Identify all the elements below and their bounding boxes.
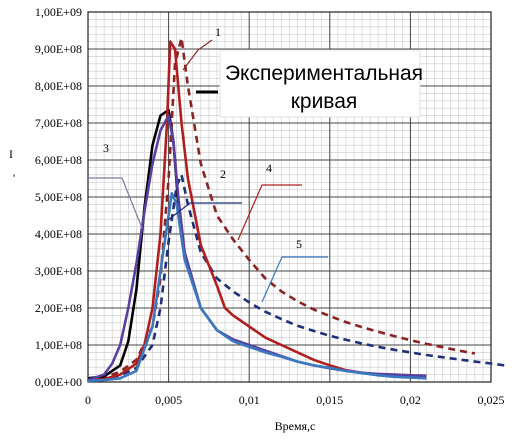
callout-number: 1 — [215, 25, 221, 39]
y-tick-label: 8,00E+08 — [35, 79, 82, 93]
axes — [87, 11, 492, 383]
series-line-2 — [87, 173, 508, 382]
callout-number: 4 — [266, 161, 272, 175]
x-tick-label: 0,02 — [400, 393, 421, 407]
x-tick-label: 0,005 — [155, 393, 182, 407]
legend-line-1: Экспериментальная — [225, 62, 423, 85]
callout-number: 3 — [103, 141, 109, 155]
series-lines — [87, 36, 508, 383]
callout-number: 5 — [296, 237, 302, 251]
y-tick-label: 9,00E+08 — [35, 42, 82, 56]
y-axis-stray-mark-2: ' — [13, 171, 15, 185]
callout-leader — [182, 39, 213, 71]
x-tick-labels: 0 0,005 0,01 0,015 0,02 0,025 — [85, 393, 505, 407]
x-tick-label: 0 — [85, 393, 91, 407]
y-tick-label: 3,00E+08 — [35, 264, 82, 278]
x-tick-label: 0,015 — [316, 393, 343, 407]
y-tick-label: 5,00E+08 — [35, 190, 82, 204]
y-tick-label: 1,00E+08 — [35, 338, 82, 352]
legend-line-2: кривая — [291, 90, 358, 113]
y-tick-label: 1,00E+09 — [35, 5, 82, 19]
plot-frame — [87, 11, 492, 383]
x-axis-label: Время,с — [275, 419, 316, 433]
callout-leader — [237, 184, 302, 241]
series-line-6 — [87, 192, 427, 383]
legend: Экспериментальная кривая — [196, 49, 423, 118]
callout-leader — [88, 177, 143, 229]
x-tick-label: 0,01 — [239, 393, 260, 407]
y-tick-label: 7,00E+08 — [35, 116, 82, 130]
series-callouts: 1 2 4 3 5 — [88, 25, 328, 303]
x-tick-label: 0,025 — [478, 393, 505, 407]
y-tick-label: 2,00E+08 — [35, 301, 82, 315]
y-tick-label: 4,00E+08 — [35, 227, 82, 241]
callout-number: 2 — [220, 167, 226, 181]
callout-leader — [167, 202, 242, 221]
y-tick-label: 0,00E+00 — [35, 375, 82, 389]
callout-leader — [261, 256, 328, 303]
y-tick-labels: 0,00E+00 1,00E+08 2,00E+08 3,00E+08 4,00E+08… — [35, 5, 82, 389]
legend-box — [219, 49, 421, 118]
y-tick-label: 6,00E+08 — [35, 153, 82, 167]
y-axis-stray-mark-1: I — [9, 147, 13, 161]
